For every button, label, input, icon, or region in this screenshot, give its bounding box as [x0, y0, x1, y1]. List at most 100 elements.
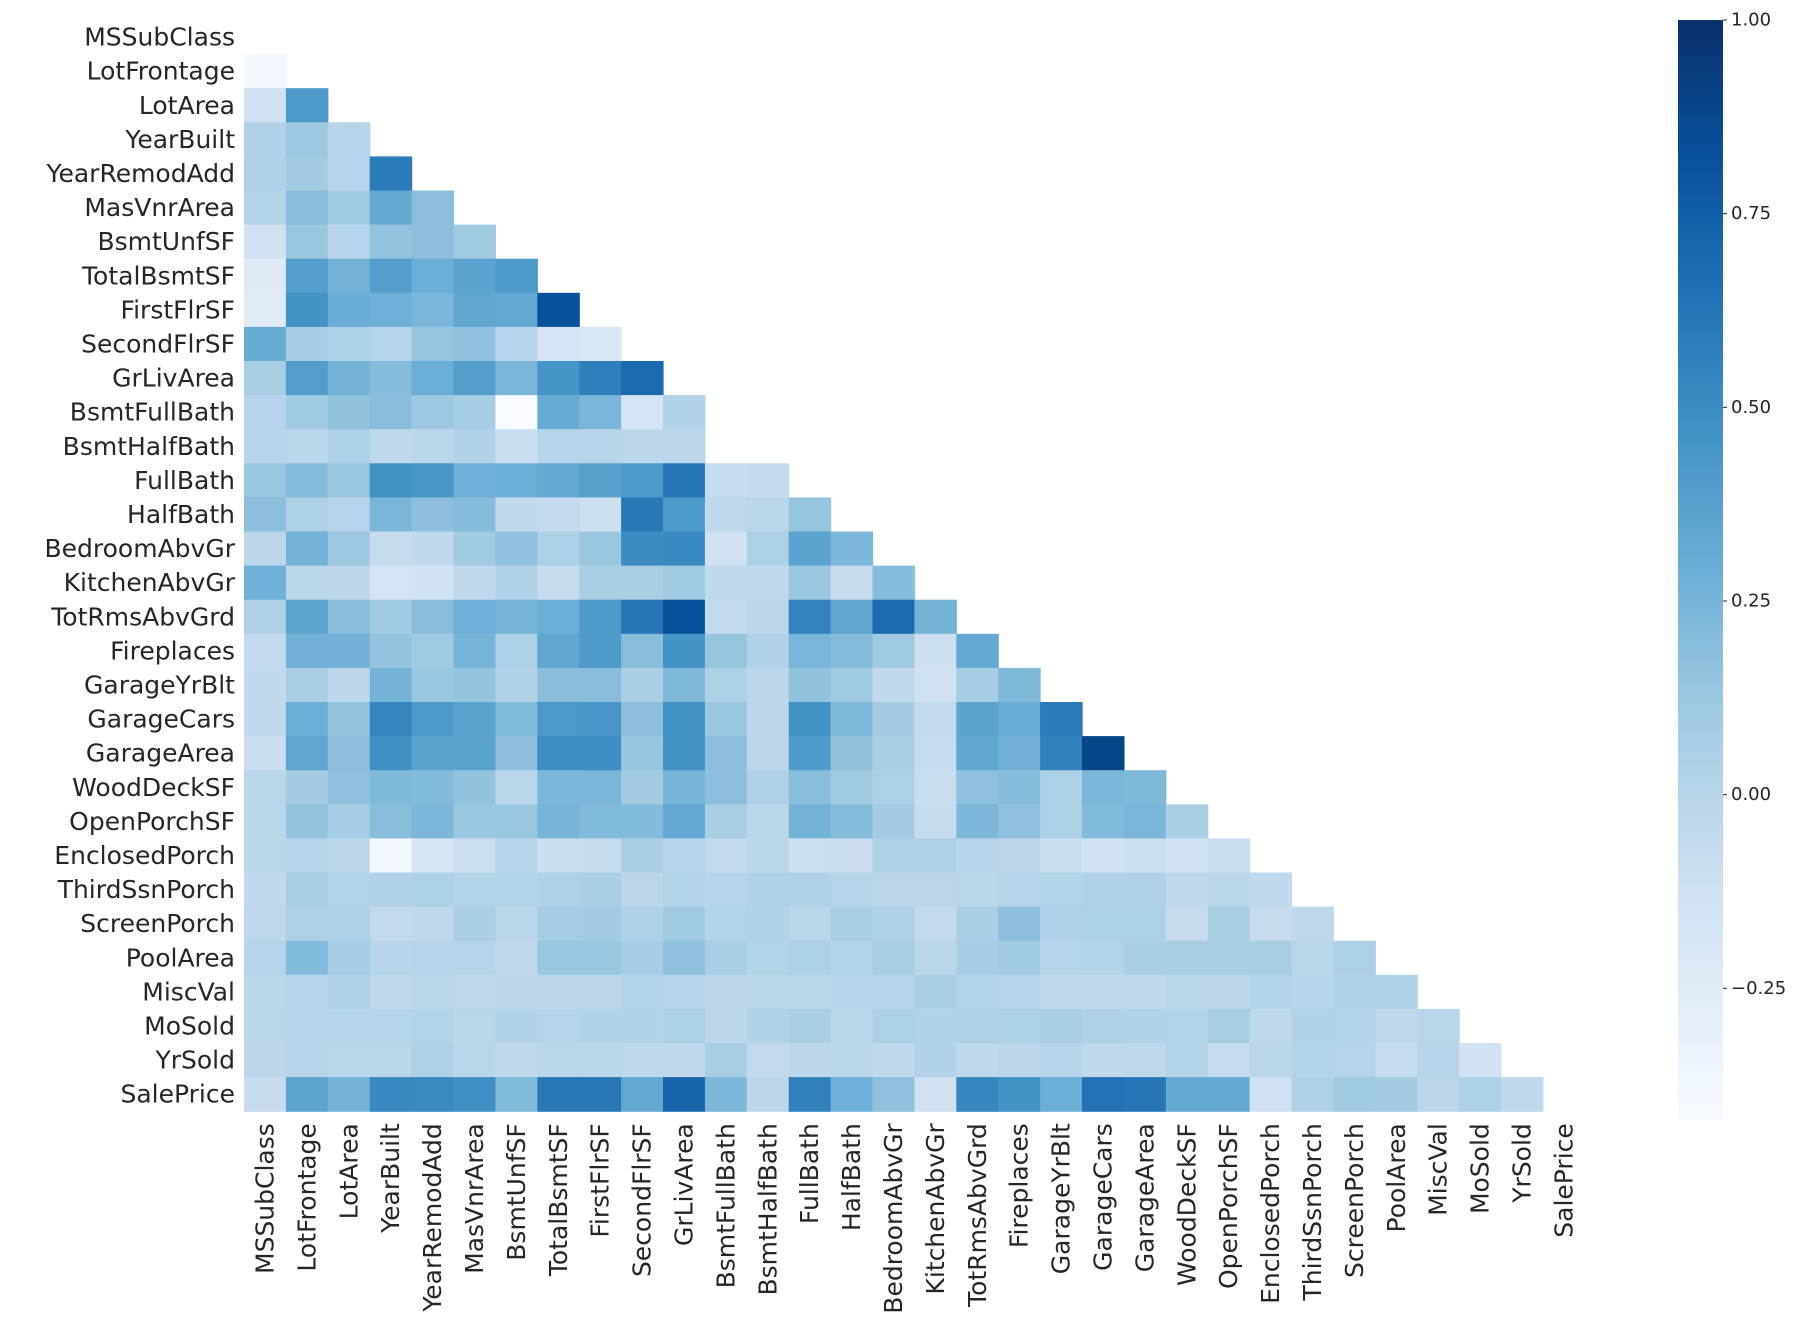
heatmap-cell-WoodDeckSF-YearRemodAdd	[411, 770, 455, 805]
heatmap-cell-FullBath-BsmtUnfSF	[495, 463, 538, 498]
column-label-TotalBsmtSF: TotalBsmtSF	[544, 1123, 573, 1277]
heatmap-cell-WoodDeckSF-HalfBath	[830, 770, 874, 805]
heatmap-cell-BsmtUnfSF-LotFrontage	[285, 224, 329, 260]
heatmap-cell-Fireplaces-YearRemodAdd	[411, 633, 455, 669]
heatmap-cell-YrSold-BsmtFullBath	[704, 1043, 748, 1078]
row-label-YrSold: YrSold	[154, 1046, 235, 1075]
heatmap-cell-GarageCars-TotRmsAbvGrd	[956, 702, 999, 737]
heatmap-cell-PoolArea-FirstFlrSF	[579, 940, 622, 976]
heatmap-cell-EnclosedPorch-GarageCars	[1082, 838, 1125, 874]
heatmap-cell-BedroomAbvGr-BsmtFullBath	[704, 531, 748, 567]
heatmap-cell-ThirdSsnPorch-TotRmsAbvGrd	[956, 872, 999, 908]
heatmap-cell-MiscVal-YearRemodAdd	[411, 974, 455, 1010]
heatmap-cell-GarageYrBlt-YearBuilt	[369, 667, 413, 703]
heatmap-cell-ScreenPorch-EnclosedPorch	[1249, 906, 1293, 942]
heatmap-cell-FullBath-YearBuilt	[369, 463, 413, 498]
heatmap-cell-FullBath-FirstFlrSF	[579, 463, 622, 498]
heatmap-cell-MoSold-MSSubClass	[244, 1008, 287, 1044]
heatmap-cell-MoSold-GarageYrBlt	[1040, 1008, 1083, 1044]
heatmap-cell-MoSold-EnclosedPorch	[1249, 1008, 1293, 1044]
heatmap-cell-MoSold-ThirdSsnPorch	[1291, 1008, 1334, 1044]
row-label-GarageCars: GarageCars	[87, 705, 235, 734]
column-label-MoSold: MoSold	[1466, 1123, 1495, 1214]
column-label-FirstFlrSF: FirstFlrSF	[586, 1123, 615, 1237]
heatmap-cell-TotRmsAbvGrd-BsmtHalfBath	[746, 599, 790, 635]
heatmap-cell-BsmtFullBath-YearRemodAdd	[411, 395, 455, 430]
heatmap-cell-FullBath-YearRemodAdd	[411, 463, 455, 498]
heatmap-cell-EnclosedPorch-YearRemodAdd	[411, 838, 455, 874]
heatmap-cell-Fireplaces-FirstFlrSF	[579, 633, 622, 669]
heatmap-cell-WoodDeckSF-GrLivArea	[663, 770, 706, 805]
heatmap-cell-EnclosedPorch-BsmtFullBath	[704, 838, 748, 874]
heatmap-cell-MoSold-MasVnrArea	[453, 1008, 496, 1044]
heatmap-cell-YrSold-TotalBsmtSF	[537, 1043, 580, 1078]
heatmap-cell-YrSold-MiscVal	[1417, 1043, 1460, 1078]
heatmap-cell-ThirdSsnPorch-GrLivArea	[663, 872, 706, 908]
heatmap-cell-BsmtHalfBath-GrLivArea	[663, 429, 706, 464]
heatmap-cell-EnclosedPorch-BsmtUnfSF	[495, 838, 538, 874]
heatmap-cell-SalePrice-GrLivArea	[663, 1077, 706, 1112]
column-label-HalfBath: HalfBath	[837, 1123, 866, 1231]
row-label-GarageArea: GarageArea	[86, 739, 235, 768]
heatmap-cell-GarageYrBlt-TotRmsAbvGrd	[956, 667, 999, 703]
heatmap-cell-MoSold-TotalBsmtSF	[537, 1008, 580, 1044]
heatmap-cell-MasVnrArea-LotArea	[327, 190, 371, 226]
heatmap-cell-MasVnrArea-LotFrontage	[285, 190, 329, 226]
heatmap-cell-MiscVal-MSSubClass	[244, 974, 287, 1010]
heatmap-cell-Fireplaces-BsmtUnfSF	[495, 633, 538, 669]
heatmap-cell-YrSold-MasVnrArea	[453, 1043, 496, 1078]
heatmap-cell-KitchenAbvGr-FirstFlrSF	[579, 565, 622, 601]
heatmap-cell-WoodDeckSF-BsmtHalfBath	[746, 770, 790, 805]
heatmap-cell-GarageCars-BedroomAbvGr	[872, 702, 915, 737]
heatmap-cell-GarageYrBlt-YearRemodAdd	[411, 667, 455, 703]
heatmap-cell-GarageArea-GrLivArea	[663, 736, 706, 771]
heatmap-cell-MoSold-GrLivArea	[663, 1008, 706, 1044]
heatmap-cell-BsmtFullBath-GrLivArea	[663, 395, 706, 430]
heatmap-cell-SalePrice-TotRmsAbvGrd	[956, 1077, 999, 1112]
heatmap-cell-OpenPorchSF-YearBuilt	[369, 804, 413, 839]
column-label-PoolArea: PoolArea	[1382, 1123, 1411, 1232]
heatmap-cell-MiscVal-BedroomAbvGr	[872, 974, 915, 1010]
heatmap-cell-BsmtFullBath-MasVnrArea	[453, 395, 496, 430]
heatmap-cell-YrSold-BedroomAbvGr	[872, 1043, 915, 1078]
heatmap-cell-EnclosedPorch-FirstFlrSF	[579, 838, 622, 874]
heatmap-cell-GarageCars-TotalBsmtSF	[537, 702, 580, 737]
heatmap-cell-PoolArea-WoodDeckSF	[1165, 940, 1209, 976]
heatmap-cell-TotRmsAbvGrd-MSSubClass	[244, 599, 287, 635]
heatmap-cell-MiscVal-GrLivArea	[663, 974, 706, 1010]
heatmap-cell-MoSold-BsmtUnfSF	[495, 1008, 538, 1044]
heatmap-cell-KitchenAbvGr-LotArea	[327, 565, 371, 601]
heatmap-cell-OpenPorchSF-LotArea	[327, 804, 371, 839]
column-label-YrSold: YrSold	[1507, 1123, 1536, 1204]
heatmap-cell-KitchenAbvGr-BsmtUnfSF	[495, 565, 538, 601]
heatmap-cell-YearRemodAdd-LotArea	[327, 156, 371, 192]
heatmap-cell-TotRmsAbvGrd-LotArea	[327, 599, 371, 635]
heatmap-cell-PoolArea-OpenPorchSF	[1207, 940, 1251, 976]
heatmap-cell-EnclosedPorch-GarageArea	[1123, 838, 1167, 874]
column-label-BedroomAbvGr: BedroomAbvGr	[879, 1122, 908, 1313]
heatmap-cell-MiscVal-LotArea	[327, 974, 371, 1010]
heatmap-cell-BsmtUnfSF-MSSubClass	[244, 224, 287, 260]
heatmap-cell-BedroomAbvGr-LotFrontage	[285, 531, 329, 567]
heatmap-cell-OpenPorchSF-HalfBath	[830, 804, 874, 839]
heatmap-cell-OpenPorchSF-WoodDeckSF	[1165, 804, 1209, 839]
heatmap-cell-MoSold-FullBath	[788, 1008, 832, 1044]
heatmap-cell-ScreenPorch-MSSubClass	[244, 906, 287, 942]
heatmap-cell-OpenPorchSF-GarageArea	[1123, 804, 1167, 839]
heatmap-cell-WoodDeckSF-BsmtFullBath	[704, 770, 748, 805]
heatmap-cell-MoSold-KitchenAbvGr	[914, 1008, 957, 1044]
heatmap-cell-GarageCars-BsmtHalfBath	[746, 702, 790, 737]
heatmap-cell-TotalBsmtSF-MasVnrArea	[453, 258, 496, 294]
column-label-TotRmsAbvGrd: TotRmsAbvGrd	[963, 1123, 992, 1308]
heatmap-cell-PoolArea-SecondFlrSF	[621, 940, 664, 976]
heatmap-cell-GarageCars-YearBuilt	[369, 702, 413, 737]
heatmap-cell-BedroomAbvGr-GrLivArea	[663, 531, 706, 567]
heatmap-cell-GarageArea-Fireplaces	[998, 736, 1041, 771]
heatmap-cell-TotRmsAbvGrd-FullBath	[788, 599, 832, 635]
heatmap-cell-ThirdSsnPorch-MasVnrArea	[453, 872, 496, 908]
heatmap-cell-BsmtFullBath-FirstFlrSF	[579, 395, 622, 430]
heatmap-cell-SalePrice-FirstFlrSF	[579, 1077, 622, 1112]
heatmap-cell-YrSold-WoodDeckSF	[1165, 1043, 1209, 1078]
heatmap-cell-BsmtHalfBath-YearBuilt	[369, 429, 413, 464]
